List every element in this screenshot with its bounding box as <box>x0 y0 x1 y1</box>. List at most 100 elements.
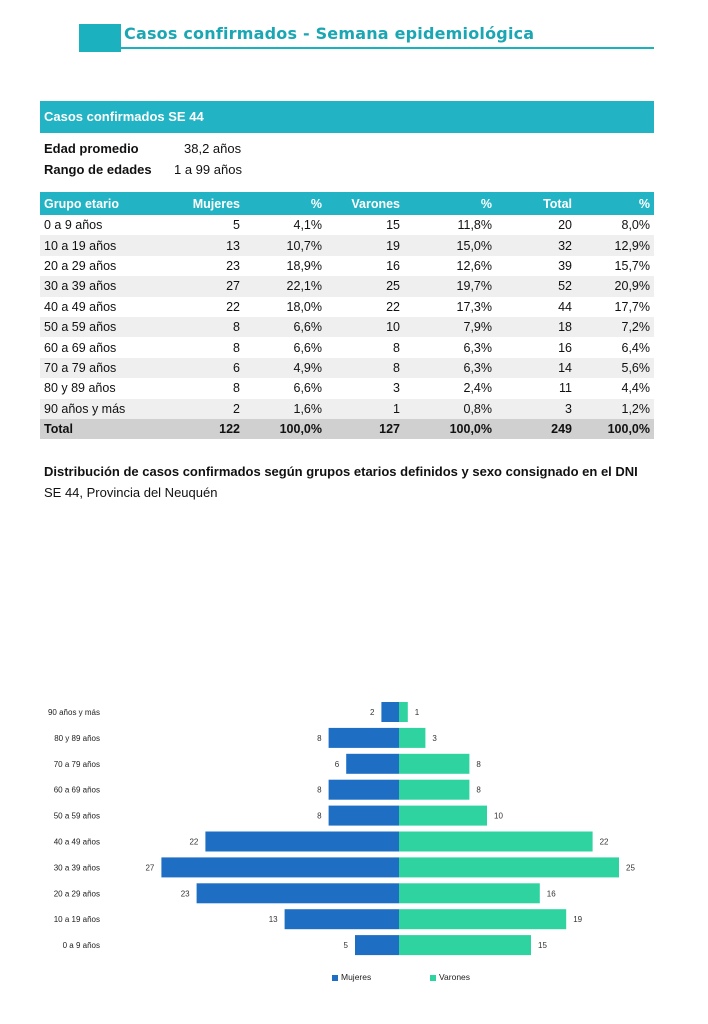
cell-total-pct: 20,9% <box>576 276 654 297</box>
cell-men-pct: 6,3% <box>463 340 493 355</box>
age-group-table: Grupo etario Mujeres % Varones % Total %… <box>40 192 654 440</box>
cell-men-pct: 0,8% <box>404 398 496 419</box>
table-row: 70 a 79 años 6 4,9% 8 6,3% 14 5,6% <box>40 357 654 379</box>
data-label-women: 27 <box>145 863 154 872</box>
distribution-title: Distribución de casos confirmados según … <box>44 464 638 479</box>
cell-group: 10 a 19 años <box>40 235 172 256</box>
cell-men: 1 <box>326 398 404 419</box>
category-label: 30 a 39 años <box>54 863 100 872</box>
col-header-group: Grupo etario <box>40 192 172 215</box>
bar-women <box>328 727 399 748</box>
table-row: 20 a 29 años 23 18,9% 16 12,6% 39 15,7% <box>40 256 654 276</box>
category-label: 50 a 59 años <box>54 812 100 821</box>
table-row: 80 y 89 años 8 6,6% 3 2,4% 11 4,4% <box>40 378 654 398</box>
cell-women-pct: 4,1% <box>293 218 323 233</box>
category-label: 0 a 9 años <box>63 941 100 950</box>
legend-swatch-men <box>430 974 436 981</box>
bar-women <box>355 935 399 956</box>
col-header-men-pct: % <box>404 192 496 215</box>
avg-age-label: Edad promedio <box>44 141 139 156</box>
header-accent-bar <box>79 24 121 52</box>
col-header-men: Varones <box>326 192 404 215</box>
cell-women-pct: 6,6% <box>244 316 326 338</box>
cell-men-pct: 12,6% <box>456 258 492 273</box>
cell-total-pct: 12,9% <box>576 235 654 256</box>
legend-item-women: Mujeres <box>332 972 371 982</box>
data-label-men: 16 <box>547 889 556 898</box>
data-label-men: 3 <box>432 734 437 743</box>
cell-total: 20 <box>558 218 572 233</box>
bar-men <box>399 702 408 722</box>
cell-women-pct: 4,9% <box>244 357 326 379</box>
cell-women: 2 <box>172 398 244 419</box>
total-cell-men: 127 <box>326 418 404 440</box>
cell-total: 52 <box>496 276 576 297</box>
data-label-women: 8 <box>317 812 322 821</box>
bar-men <box>399 935 531 956</box>
table-row: 50 a 59 años 8 6,6% 10 7,9% 18 7,2% <box>40 316 654 338</box>
summary-band-title: Casos confirmados SE 44 <box>40 101 654 133</box>
cell-total: 18 <box>496 316 576 338</box>
header-underline <box>121 47 654 49</box>
bar-women <box>161 857 399 878</box>
category-label: 80 y 89 años <box>54 734 100 743</box>
data-label-women: 23 <box>181 889 190 898</box>
cell-group: 70 a 79 años <box>40 357 172 379</box>
data-label-men: 10 <box>494 812 503 821</box>
cell-women: 23 <box>226 258 240 273</box>
total-cell-group: Total <box>40 418 172 440</box>
cell-total-pct: 7,2% <box>576 316 654 338</box>
bar-men <box>399 857 619 878</box>
bar-women <box>205 831 399 852</box>
cell-men: 22 <box>386 299 400 314</box>
total-cell-women: 122 <box>172 418 244 440</box>
data-label-men: 1 <box>415 708 420 717</box>
cell-women-pct: 18,0% <box>286 299 322 314</box>
total-cell-women-pct: 100,0% <box>244 418 326 440</box>
category-label: 10 a 19 años <box>54 915 100 924</box>
cell-group: 90 años y más <box>40 398 172 419</box>
bar-women <box>346 753 399 774</box>
table-row: 60 a 69 años 8 6,6% 8 6,3% 16 6,4% <box>40 337 654 357</box>
cell-women: 8 <box>172 316 244 338</box>
col-header-women-pct: % <box>244 192 326 215</box>
cell-total: 14 <box>496 357 576 379</box>
cell-group: 60 a 69 años <box>44 340 117 355</box>
bar-women <box>381 702 399 722</box>
cell-women-pct: 6,6% <box>293 381 323 396</box>
data-label-men: 25 <box>626 863 635 872</box>
cell-group: 50 a 59 años <box>40 316 172 338</box>
legend-item-men: Varones <box>430 972 470 982</box>
bar-men <box>399 779 470 800</box>
table-header-row: Grupo etario Mujeres % Varones % Total % <box>40 192 654 215</box>
avg-age-row: Edad promedio 38,2 años <box>44 141 241 156</box>
bar-women <box>328 779 399 800</box>
cell-men: 15 <box>386 218 400 233</box>
data-label-women: 8 <box>317 786 322 795</box>
data-label-women: 8 <box>317 734 322 743</box>
cell-women: 8 <box>233 381 240 396</box>
cell-men: 8 <box>393 340 400 355</box>
cell-men-pct: 6,3% <box>404 357 496 379</box>
cell-total: 44 <box>558 299 572 314</box>
cell-total-pct: 15,7% <box>614 258 650 273</box>
cell-total-pct: 8,0% <box>621 218 651 233</box>
table-row: 0 a 9 años 5 4,1% 15 11,8% 20 8,0% <box>40 215 654 235</box>
cell-men: 3 <box>393 381 400 396</box>
data-label-women: 6 <box>335 760 340 769</box>
cell-men-pct: 11,8% <box>457 218 492 233</box>
data-label-men: 15 <box>538 941 547 950</box>
page-title: Casos confirmados - Semana epidemiológic… <box>124 24 535 43</box>
data-label-men: 8 <box>476 760 481 769</box>
col-header-total: Total <box>496 192 576 215</box>
cell-women-pct: 18,9% <box>286 258 322 273</box>
legend-swatch-women <box>332 974 338 981</box>
bar-women <box>196 883 399 904</box>
cell-total: 39 <box>558 258 572 273</box>
age-sex-pyramid-chart: 90 años y más 2 1 80 y 89 años 8 3 70 a 79 año… <box>48 702 635 956</box>
table-row: 30 a 39 años 27 22,1% 25 19,7% 52 20,9% <box>40 276 654 297</box>
data-label-men: 22 <box>600 838 609 847</box>
cell-total: 16 <box>558 340 572 355</box>
cell-total: 32 <box>496 235 576 256</box>
cell-total-pct: 1,2% <box>576 398 654 419</box>
